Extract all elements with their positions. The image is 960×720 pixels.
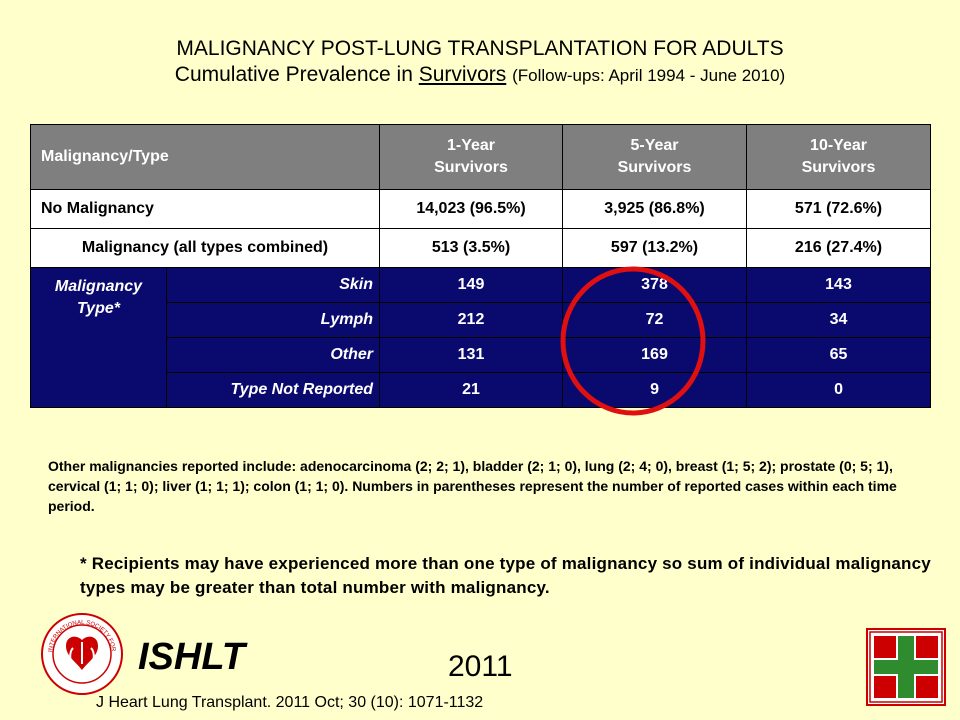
row-label: Other	[165, 337, 381, 373]
table-row-no-malignancy: No Malignancy 14,023 (96.5%) 3,925 (86.8…	[29, 189, 932, 229]
table-cell: 34	[746, 302, 932, 338]
table-cell: 0	[746, 372, 932, 408]
subtitle-underlined: Survivors	[418, 63, 507, 86]
header-1-year: 1-Year Survivors	[379, 124, 564, 190]
row-label: Lymph	[165, 302, 381, 338]
table-row-skin: Malignancy Type* Skin 149 378 143	[30, 267, 932, 408]
table-cell: 169	[562, 337, 748, 373]
footnote: * Recipients may have experienced more t…	[80, 554, 931, 597]
subtitle-prefix: Cumulative Prevalence in	[174, 63, 419, 86]
header-malignancy-type: Malignancy/Type	[29, 124, 381, 190]
slide-subtitle: Cumulative Prevalence in Survivors (Foll…	[0, 62, 960, 89]
year-label: 2011	[448, 650, 513, 683]
table-cell: 597 (13.2%)	[562, 228, 748, 268]
table-cell: 149	[379, 267, 564, 303]
table-cell: 21	[379, 372, 564, 408]
table-cell: 9	[562, 372, 748, 408]
table-row-malignancy-combined: Malignancy (all types combined) 513 (3.5…	[29, 228, 932, 268]
malignancy-table: Malignancy/Type 1-Year Survivors 5-Year …	[29, 124, 932, 408]
row-label: No Malignancy	[29, 189, 381, 229]
green-cross-icon	[866, 628, 946, 706]
table-cell: 72	[562, 302, 748, 338]
row-label: Malignancy (all types combined)	[29, 228, 381, 268]
subtitle-followup: (Follow-ups: April 1994 - June 2010)	[512, 66, 786, 85]
table-cell: 14,023 (96.5%)	[379, 189, 564, 229]
row-label: Skin	[165, 267, 381, 303]
table-cell: 143	[746, 267, 932, 303]
table-cell: 131	[379, 337, 564, 373]
table-cell: 3,925 (86.8%)	[562, 189, 748, 229]
table-cell: 571 (72.6%)	[746, 189, 932, 229]
row-label: Type Not Reported	[165, 372, 381, 408]
table-header-row: Malignancy/Type 1-Year Survivors 5-Year …	[29, 124, 932, 190]
ishlt-label: ISHLT	[138, 636, 245, 678]
header-10-year: 10-Year Survivors	[746, 124, 932, 190]
table-cell: 212	[379, 302, 564, 338]
other-malignancies-note: Other malignancies reported include: ade…	[48, 458, 897, 514]
table-cell: 378	[562, 267, 748, 303]
slide-title: MALIGNANCY POST-LUNG TRANSPLANTATION FOR…	[176, 37, 784, 60]
table-cell: 65	[746, 337, 932, 373]
citation: J Heart Lung Transplant. 2011 Oct; 30 (1…	[96, 694, 484, 711]
table-cell: 513 (3.5%)	[379, 228, 564, 268]
ishlt-seal-icon: INTERNATIONAL SOCIETY FOR HEART & LUNG T…	[40, 612, 123, 695]
group-label-malignancy-type: Malignancy Type*	[30, 267, 167, 408]
header-5-year: 5-Year Survivors	[562, 124, 748, 190]
table-cell: 216 (27.4%)	[746, 228, 932, 268]
